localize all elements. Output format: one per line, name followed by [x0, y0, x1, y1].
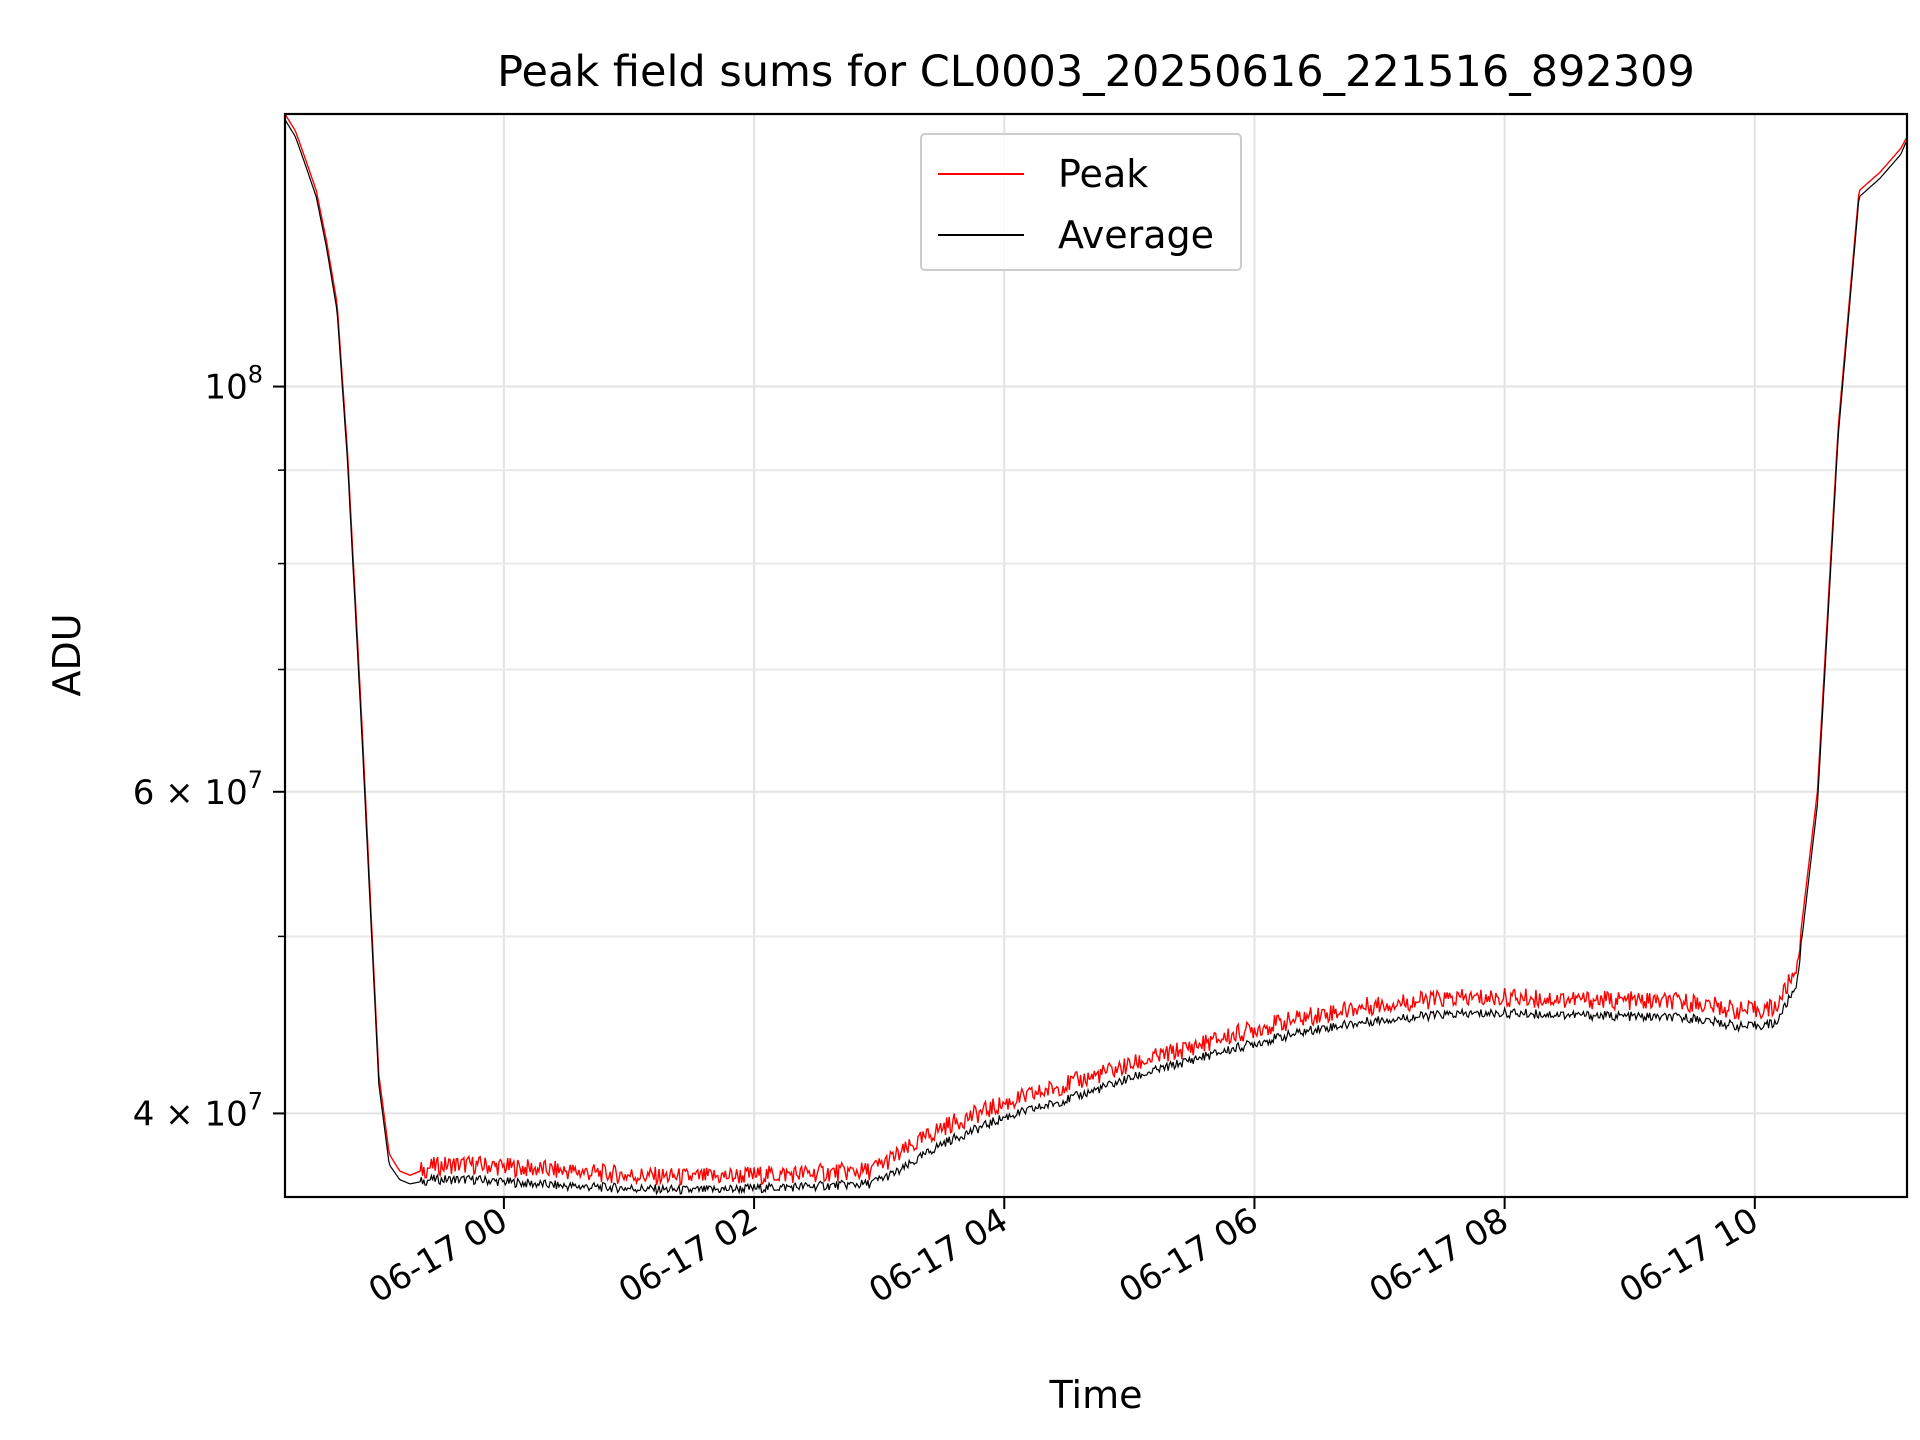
x-tick-label: 06-17 02 [612, 1200, 764, 1311]
chart-title: Peak field sums for CL0003_20250616_2215… [497, 47, 1695, 97]
x-axis-label: Time [1049, 1373, 1143, 1417]
y-tick-label: 4 × 107 [133, 1087, 263, 1134]
legend: Peak Average [920, 133, 1242, 271]
legend-item-average: Average [938, 213, 1215, 257]
y-tick-label: 108 [204, 361, 263, 408]
x-tick-label: 06-17 00 [362, 1200, 514, 1311]
y-axis-label: ADU [45, 613, 89, 696]
x-tick-label: 06-17 06 [1113, 1200, 1265, 1311]
x-axis: 06-17 00 06-17 02 06-17 04 06-17 06 06-17 08… [362, 1197, 1765, 1311]
y-tick-label: 6 × 107 [133, 766, 263, 813]
series-line-peak [285, 114, 1907, 1186]
x-tick-label: 06-17 10 [1613, 1200, 1765, 1311]
y-axis: 108 6 × 107 4 × 107 [133, 361, 285, 1134]
series-line-average [285, 119, 1907, 1196]
x-tick-label: 06-17 04 [862, 1200, 1014, 1311]
legend-label-peak: Peak [1058, 152, 1149, 196]
x-tick-label: 06-17 08 [1363, 1200, 1515, 1311]
legend-label-average: Average [1058, 213, 1215, 257]
plot-frame [283, 112, 1909, 1199]
grid [285, 114, 1907, 1197]
series-layer [285, 114, 1907, 1196]
legend-swatch-average [938, 234, 1024, 236]
legend-item-peak: Peak [938, 152, 1149, 196]
legend-swatch-peak [938, 173, 1024, 175]
